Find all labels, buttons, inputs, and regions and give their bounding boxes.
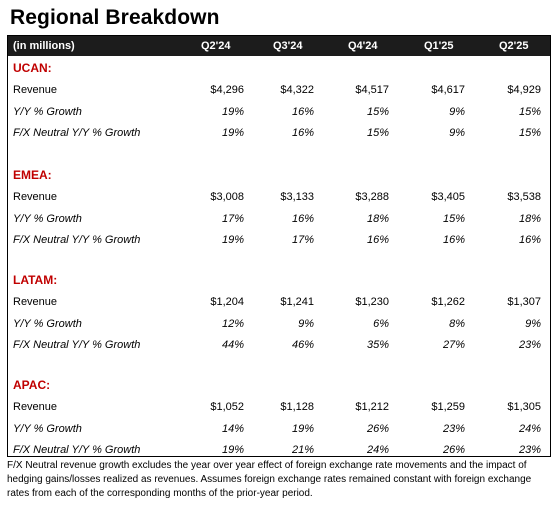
row-label: Y/Y % Growth <box>13 423 82 435</box>
table-cell: 9% <box>449 106 465 118</box>
table-cell: $1,230 <box>355 296 389 308</box>
table-cell: 14% <box>221 423 244 435</box>
table-cell: $1,307 <box>507 296 541 308</box>
region-heading: UCAN: <box>13 61 52 75</box>
row-label: Y/Y % Growth <box>13 318 82 330</box>
table-cell: 15% <box>518 106 541 118</box>
row-label: Revenue <box>13 296 58 308</box>
table-cell: 16% <box>518 234 541 246</box>
row-label: Y/Y % Growth <box>13 213 82 225</box>
table-cell: $1,241 <box>280 296 314 308</box>
table-cell: 27% <box>442 339 465 351</box>
table-cell: 16% <box>291 127 314 139</box>
table-cell: 17% <box>221 213 244 225</box>
table-cell: 23% <box>518 444 541 456</box>
table-cell: 12% <box>221 318 244 330</box>
table-cell: 23% <box>442 423 465 435</box>
row-label: F/X Neutral Y/Y % Growth <box>13 234 141 246</box>
table-cell: $1,052 <box>210 401 244 413</box>
table-cell: 26% <box>442 444 465 456</box>
header-quarter-3: Q4'24 <box>348 40 378 52</box>
table-cell: $3,405 <box>431 191 465 203</box>
row-label: Revenue <box>13 191 58 203</box>
table-cell: 24% <box>518 423 541 435</box>
table-cell: 24% <box>366 444 389 456</box>
table-cell: 6% <box>373 318 389 330</box>
table-cell: $4,296 <box>210 84 244 96</box>
table-cell: $3,538 <box>507 191 541 203</box>
table-cell: 26% <box>366 423 389 435</box>
header-quarter-2: Q3'24 <box>273 40 303 52</box>
table-cell: 9% <box>449 127 465 139</box>
header-quarter-4: Q1'25 <box>424 40 454 52</box>
table-cell: 23% <box>518 339 541 351</box>
table-cell: 9% <box>298 318 314 330</box>
table-cell: 8% <box>449 318 465 330</box>
table-cell: $3,008 <box>210 191 244 203</box>
region-heading: EMEA: <box>13 168 52 182</box>
table-cell: 19% <box>221 444 244 456</box>
table-cell: 16% <box>366 234 389 246</box>
table-cell: 17% <box>291 234 314 246</box>
table-cell: 18% <box>366 213 389 225</box>
row-label: F/X Neutral Y/Y % Growth <box>13 444 141 456</box>
table-cell: 21% <box>291 444 314 456</box>
row-label: F/X Neutral Y/Y % Growth <box>13 339 141 351</box>
table-cell: $1,262 <box>431 296 465 308</box>
table-cell: $1,212 <box>355 401 389 413</box>
row-label: Y/Y % Growth <box>13 106 82 118</box>
row-label: Revenue <box>13 401 58 413</box>
page-title: Regional Breakdown <box>10 6 220 29</box>
table-cell: $4,517 <box>355 84 389 96</box>
table-cell: 16% <box>291 106 314 118</box>
table-cell: $1,204 <box>210 296 244 308</box>
table-header-row: (in millions) Q2'24 Q3'24 Q4'24 Q1'25 Q2… <box>8 36 550 56</box>
table-cell: $1,259 <box>431 401 465 413</box>
table-cell: $3,288 <box>355 191 389 203</box>
header-quarter-5: Q2'25 <box>499 40 529 52</box>
table-cell: 19% <box>291 423 314 435</box>
table-cell: 44% <box>221 339 244 351</box>
table-cell: 16% <box>291 213 314 225</box>
region-heading: LATAM: <box>13 273 58 287</box>
table-cell: $4,322 <box>280 84 314 96</box>
table-cell: $4,617 <box>431 84 465 96</box>
table-cell: 16% <box>442 234 465 246</box>
table-cell: 19% <box>221 234 244 246</box>
table-cell: $4,929 <box>507 84 541 96</box>
footnote: F/X Neutral revenue growth excludes the … <box>7 460 532 499</box>
table-cell: 9% <box>525 318 541 330</box>
table-cell: $3,133 <box>280 191 314 203</box>
table-cell: 19% <box>221 106 244 118</box>
table-cell: 19% <box>221 127 244 139</box>
regional-breakdown-table: (in millions) Q2'24 Q3'24 Q4'24 Q1'25 Q2… <box>7 35 551 457</box>
table-cell: $1,305 <box>507 401 541 413</box>
header-unit-label: (in millions) <box>13 40 75 52</box>
row-label: F/X Neutral Y/Y % Growth <box>13 127 141 139</box>
table-cell: 15% <box>442 213 465 225</box>
table-cell: 15% <box>366 106 389 118</box>
table-cell: 35% <box>366 339 389 351</box>
region-heading: APAC: <box>13 378 51 392</box>
table-cell: 15% <box>366 127 389 139</box>
table-cell: 15% <box>518 127 541 139</box>
table-cell: $1,128 <box>280 401 314 413</box>
table-cell: 18% <box>518 213 541 225</box>
header-quarter-1: Q2'24 <box>201 40 231 52</box>
row-label: Revenue <box>13 84 58 96</box>
table-cell: 46% <box>291 339 314 351</box>
